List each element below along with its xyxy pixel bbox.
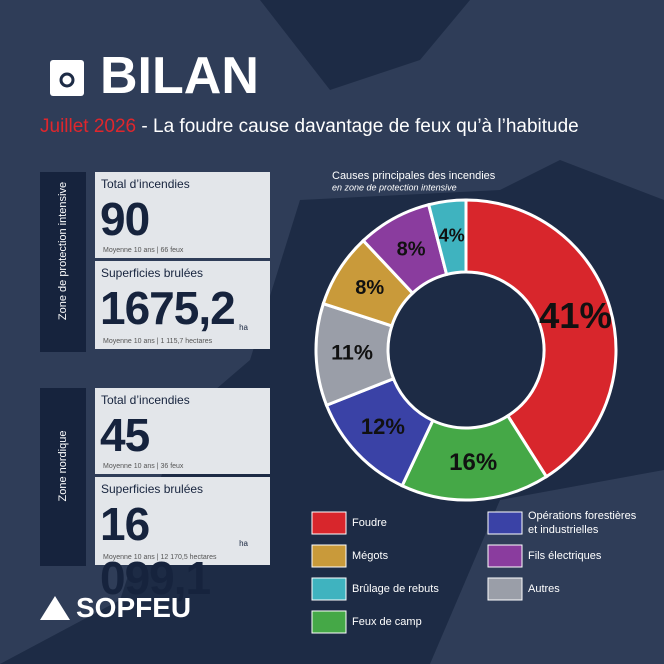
legend-swatch [487,544,523,568]
chart-title: Causes principales des incendies [332,170,496,182]
stat-label: Superficies brulées [101,266,204,280]
value-label: 8% [397,238,426,260]
headline-text: - La foudre cause davantage de feux qu’à… [141,116,579,137]
stat-value: 90 [100,193,150,245]
legend-swatch [311,610,347,634]
value-label: 4% [439,226,465,246]
stat-value: 16 099,1 [100,498,211,604]
value-label: 41% [539,295,612,336]
logo-icon [40,596,70,620]
legend-swatch [311,577,347,601]
legend-label: Mégots [352,550,389,562]
stat-label: Superficies brulées [101,482,204,496]
chart-subtitle: en zone de protection intensive [332,182,457,192]
legend-label: Opérations forestières et industrielles [528,510,637,536]
zone-label: Zone de protection intensive [40,172,86,352]
value-label: 16% [449,449,497,476]
zone-label: Zone nordique [40,388,86,566]
legend-label: Foudre [352,517,387,529]
headline: Juillet 2026 - La foudre cause davantage… [40,116,579,138]
legend-swatch [487,511,523,535]
stat-panel: Superficies brulées 1675,2 ha Moyenne 10… [95,261,270,349]
stat-panel: Total d’incendies 90 Moyenne 10 ans | 66… [95,172,270,258]
stat-label: Total d’incendies [101,177,190,191]
value-label: 12% [361,414,405,439]
legend-label: Brûlage de rebuts [352,583,439,595]
legend-swatch [311,511,347,535]
stat-panel: Superficies brulées 16 099,1 ha Moyenne … [95,477,270,604]
title: BILAN [100,47,259,105]
stat-unit: ha [239,323,248,332]
slice [426,198,468,277]
stat-average: Moyenne 10 ans | 12 170,5 hectares [103,554,217,561]
month: Juillet 2026 [40,116,137,137]
slice [464,198,618,479]
legend-label: Autres [528,583,560,595]
icon [50,60,84,96]
value-label: 8% [355,277,384,299]
legend-label: Feux de camp [352,616,422,628]
stat-average: Moyenne 10 ans | 66 feux [103,247,184,254]
stat-panel: Total d’incendies 45 Moyenne 10 ans | 36… [95,388,270,474]
value-label: 11% [331,340,373,364]
stat-value: 1675,2 [100,282,236,334]
legend-label: Fils électriques [528,550,602,562]
stat-unit: ha [239,539,248,548]
stat-label: Total d’incendies [101,393,190,407]
stat-average: Moyenne 10 ans | 36 feux [103,463,184,470]
stat-average: Moyenne 10 ans | 1 115,7 hectares [103,338,213,345]
legend-swatch [311,544,347,568]
logo: SOPFEU [76,592,192,623]
stat-value: 45 [100,409,150,461]
legend-swatch [487,577,523,601]
